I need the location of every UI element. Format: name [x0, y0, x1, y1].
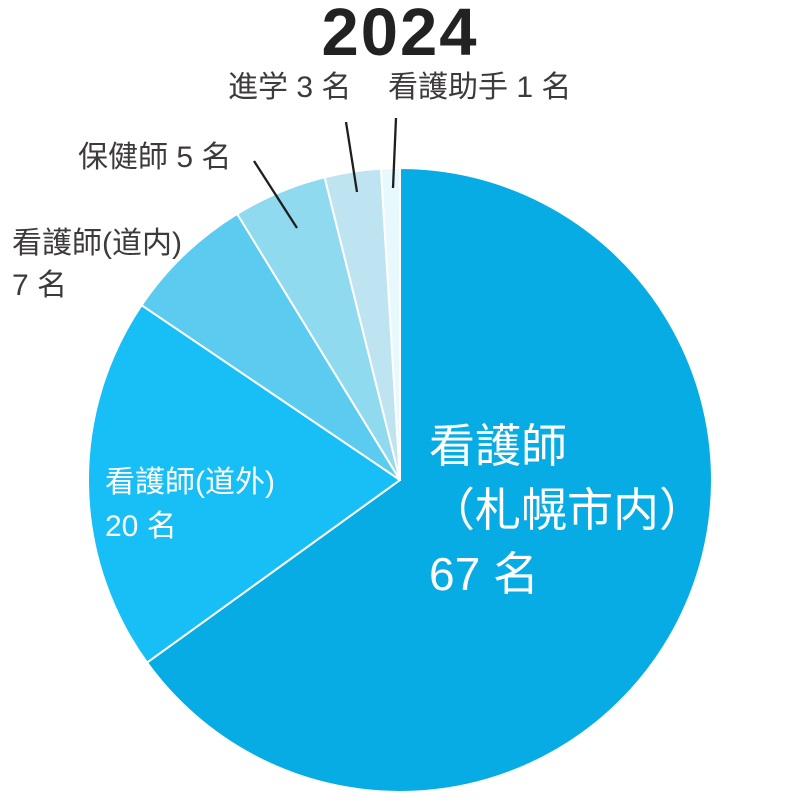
- label-kangoshi-sapporo-line1: 看護師: [429, 420, 567, 472]
- label-kangoshi-sapporo: 看護師 （札幌市内） 67 名: [429, 414, 705, 606]
- label-kangoshi-dogai: 看護師(道外) 20 名: [105, 461, 275, 549]
- label-kangoshi-donai-line2: 7 名: [12, 269, 68, 302]
- leader-line-hokenshi: [253, 160, 298, 229]
- label-hokenshi: 保健師 5 名: [78, 141, 232, 174]
- label-kangoshi-sapporo-line2: （札幌市内）: [429, 484, 705, 536]
- pie-slice-kango-joshu: [379, 167, 401, 481]
- leader-line-kango-joshu: [391, 117, 398, 189]
- pie-slice-kangoshi-sapporo: [146, 167, 713, 793]
- pie-slice-kangoshi-dogai: [87, 304, 401, 664]
- label-kangoshi-dogai-line2: 20 名: [105, 510, 177, 543]
- label-kangoshi-sapporo-line3: 67 名: [429, 548, 539, 600]
- label-shingaku: 進学 3 名: [228, 71, 352, 104]
- label-kangoshi-dogai-line1: 看護師(道外): [105, 466, 275, 499]
- leader-line-shingaku: [344, 121, 359, 193]
- label-kango-joshu: 看護助手 1 名: [388, 71, 572, 104]
- pie-slice-kangoshi-donai: [140, 212, 401, 481]
- label-kangoshi-donai-line1: 看護師(道内): [12, 227, 182, 260]
- label-kangoshi-donai: 看護師(道内) 7 名: [12, 223, 182, 307]
- chart-title: 2024: [321, 0, 479, 70]
